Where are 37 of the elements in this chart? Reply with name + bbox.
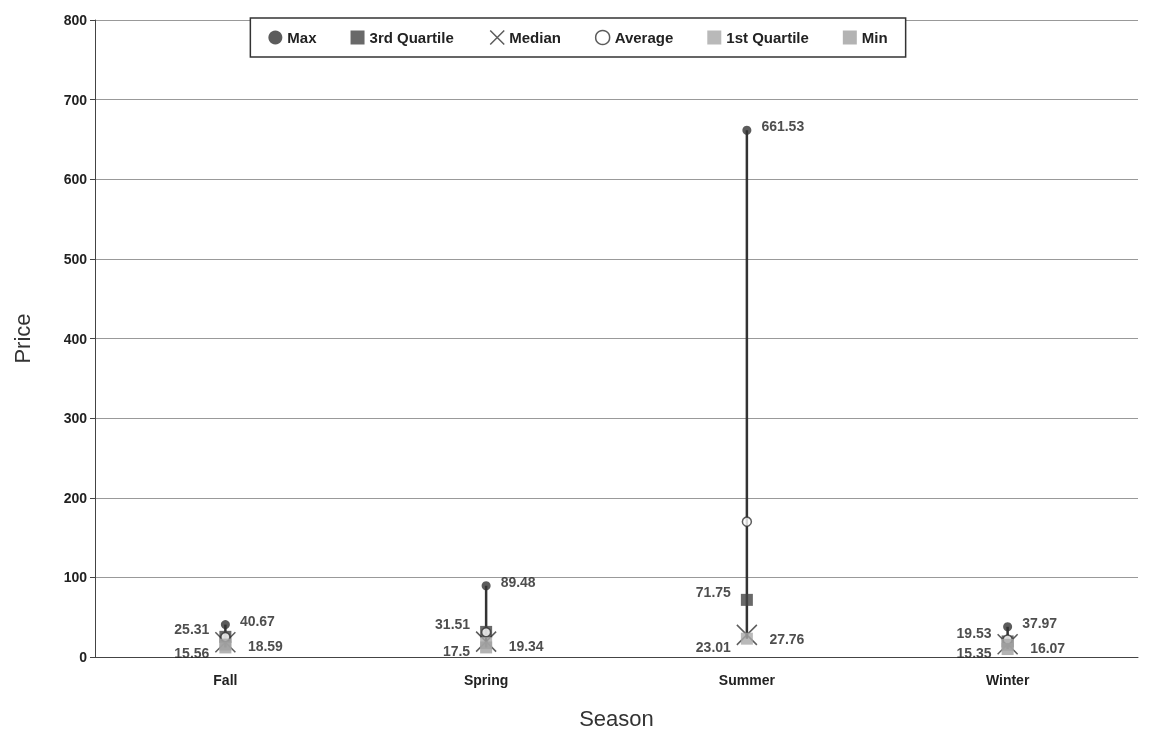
y-tick-label: 300 xyxy=(63,410,88,427)
y-tick-label: 600 xyxy=(63,171,88,188)
data-label: 31.51 xyxy=(435,615,471,632)
x-tick-label: Winter xyxy=(985,672,1030,688)
y-tick-label: 400 xyxy=(63,330,88,347)
data-label: 15.35 xyxy=(956,644,992,661)
data-label: 23.01 xyxy=(695,638,732,655)
legend-label: Median xyxy=(509,29,561,46)
y-axis-title: Price xyxy=(9,313,35,364)
data-label: 71.75 xyxy=(695,583,732,600)
y-tick-label: 0 xyxy=(79,649,88,665)
legend-label: Max xyxy=(287,29,318,46)
data-label: 16.07 xyxy=(1030,640,1066,657)
y-tick-label: 500 xyxy=(63,250,88,267)
legend-label: 3rd Quartile xyxy=(369,29,454,46)
data-label: 25.31 xyxy=(174,620,210,637)
y-tick-label: 100 xyxy=(63,569,88,586)
x-tick-label: Spring xyxy=(463,672,509,688)
data-label: 661.53 xyxy=(761,118,805,135)
data-label: 89.48 xyxy=(500,573,536,590)
data-label: 17.5 xyxy=(442,643,471,660)
data-label: 19.53 xyxy=(956,625,992,642)
legend-label: Average xyxy=(614,29,674,46)
legend-label: 1st Quartile xyxy=(726,29,809,46)
y-tick-label: 700 xyxy=(63,91,88,108)
y-tick-label: 800 xyxy=(63,12,88,28)
x-axis-title: Season xyxy=(579,705,654,731)
data-label: 19.34 xyxy=(508,637,544,654)
data-label: 27.76 xyxy=(769,630,805,647)
data-label: 40.67 xyxy=(239,612,276,629)
data-label: 18.59 xyxy=(247,638,284,655)
data-label: 37.97 xyxy=(1022,614,1058,631)
data-label: 15.56 xyxy=(174,644,210,661)
legend-label: Min xyxy=(861,29,888,46)
y-tick-label: 200 xyxy=(63,489,88,506)
x-tick-label: Fall xyxy=(213,672,238,688)
x-tick-label: Summer xyxy=(718,672,776,688)
